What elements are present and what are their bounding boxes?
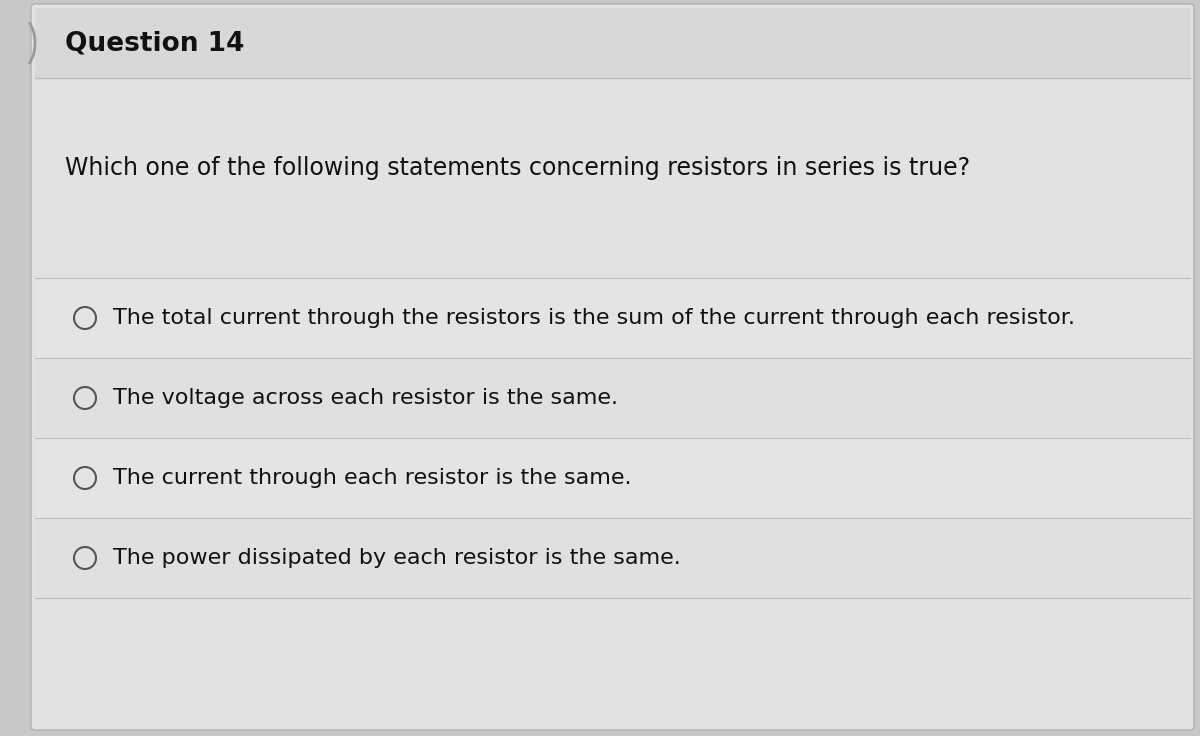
Text: The total current through the resistors is the sum of the current through each r: The total current through the resistors … xyxy=(113,308,1075,328)
FancyBboxPatch shape xyxy=(31,4,1194,730)
Text: Which one of the following statements concerning resistors in series is true?: Which one of the following statements co… xyxy=(65,156,970,180)
Bar xyxy=(35,8,1190,78)
Text: The current through each resistor is the same.: The current through each resistor is the… xyxy=(113,468,631,488)
Bar xyxy=(35,438,1190,518)
Bar xyxy=(35,358,1190,438)
Bar xyxy=(35,278,1190,358)
Bar xyxy=(35,518,1190,598)
Text: The voltage across each resistor is the same.: The voltage across each resistor is the … xyxy=(113,388,618,408)
Text: Question 14: Question 14 xyxy=(65,30,245,56)
Text: The power dissipated by each resistor is the same.: The power dissipated by each resistor is… xyxy=(113,548,680,568)
